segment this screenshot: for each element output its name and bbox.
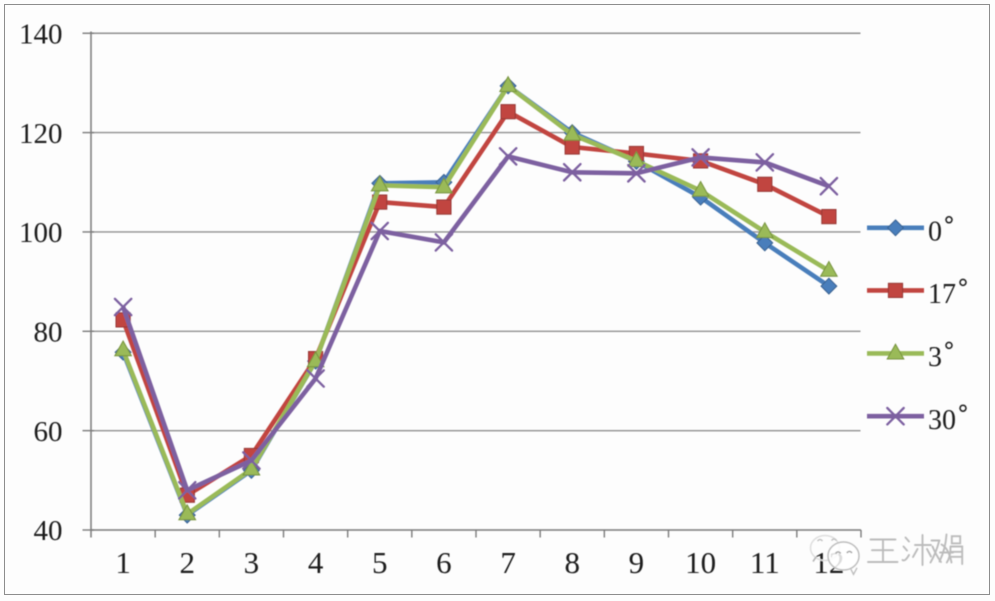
svg-text:10: 10 bbox=[685, 545, 716, 580]
svg-text:30: 30 bbox=[928, 405, 956, 436]
svg-text:3: 3 bbox=[244, 545, 260, 580]
svg-text:120: 120 bbox=[19, 118, 63, 150]
svg-text:5: 5 bbox=[372, 545, 388, 580]
svg-text:7: 7 bbox=[500, 545, 516, 580]
svg-text:2: 2 bbox=[179, 545, 195, 580]
svg-text:3: 3 bbox=[928, 342, 942, 373]
svg-text:8: 8 bbox=[564, 545, 580, 580]
svg-text:6: 6 bbox=[436, 545, 452, 580]
svg-text:1: 1 bbox=[115, 545, 131, 580]
svg-text:60: 60 bbox=[34, 416, 63, 448]
svg-text:9: 9 bbox=[629, 545, 645, 580]
svg-text:100: 100 bbox=[19, 217, 63, 249]
svg-text:140: 140 bbox=[19, 19, 63, 51]
svg-text:4: 4 bbox=[308, 545, 324, 580]
svg-text:0: 0 bbox=[928, 216, 942, 247]
svg-text:17: 17 bbox=[928, 279, 956, 310]
svg-text:40: 40 bbox=[34, 515, 63, 547]
svg-text:80: 80 bbox=[34, 317, 63, 349]
svg-text:11: 11 bbox=[750, 545, 780, 580]
